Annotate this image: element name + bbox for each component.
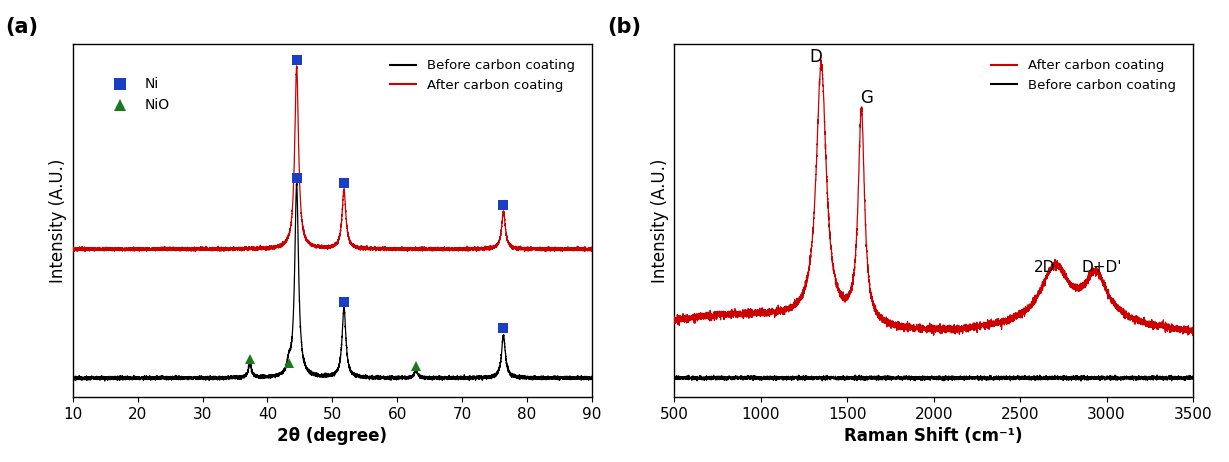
Text: (b): (b) <box>607 17 640 36</box>
X-axis label: Raman Shift (cm⁻¹): Raman Shift (cm⁻¹) <box>844 427 1023 445</box>
Text: D: D <box>810 49 822 67</box>
X-axis label: 2θ (degree): 2θ (degree) <box>278 427 387 445</box>
Y-axis label: Intensity (A.U.): Intensity (A.U.) <box>49 158 68 283</box>
Text: (a): (a) <box>5 17 38 36</box>
Legend: After carbon coating, Before carbon coating: After carbon coating, Before carbon coat… <box>986 54 1181 97</box>
Text: 2D: 2D <box>1034 260 1054 275</box>
Legend: Before carbon coating, After carbon coating: Before carbon coating, After carbon coat… <box>385 54 580 97</box>
Text: D+D': D+D' <box>1082 260 1122 275</box>
Text: G: G <box>860 89 873 107</box>
Y-axis label: Intensity (A.U.): Intensity (A.U.) <box>650 158 669 283</box>
